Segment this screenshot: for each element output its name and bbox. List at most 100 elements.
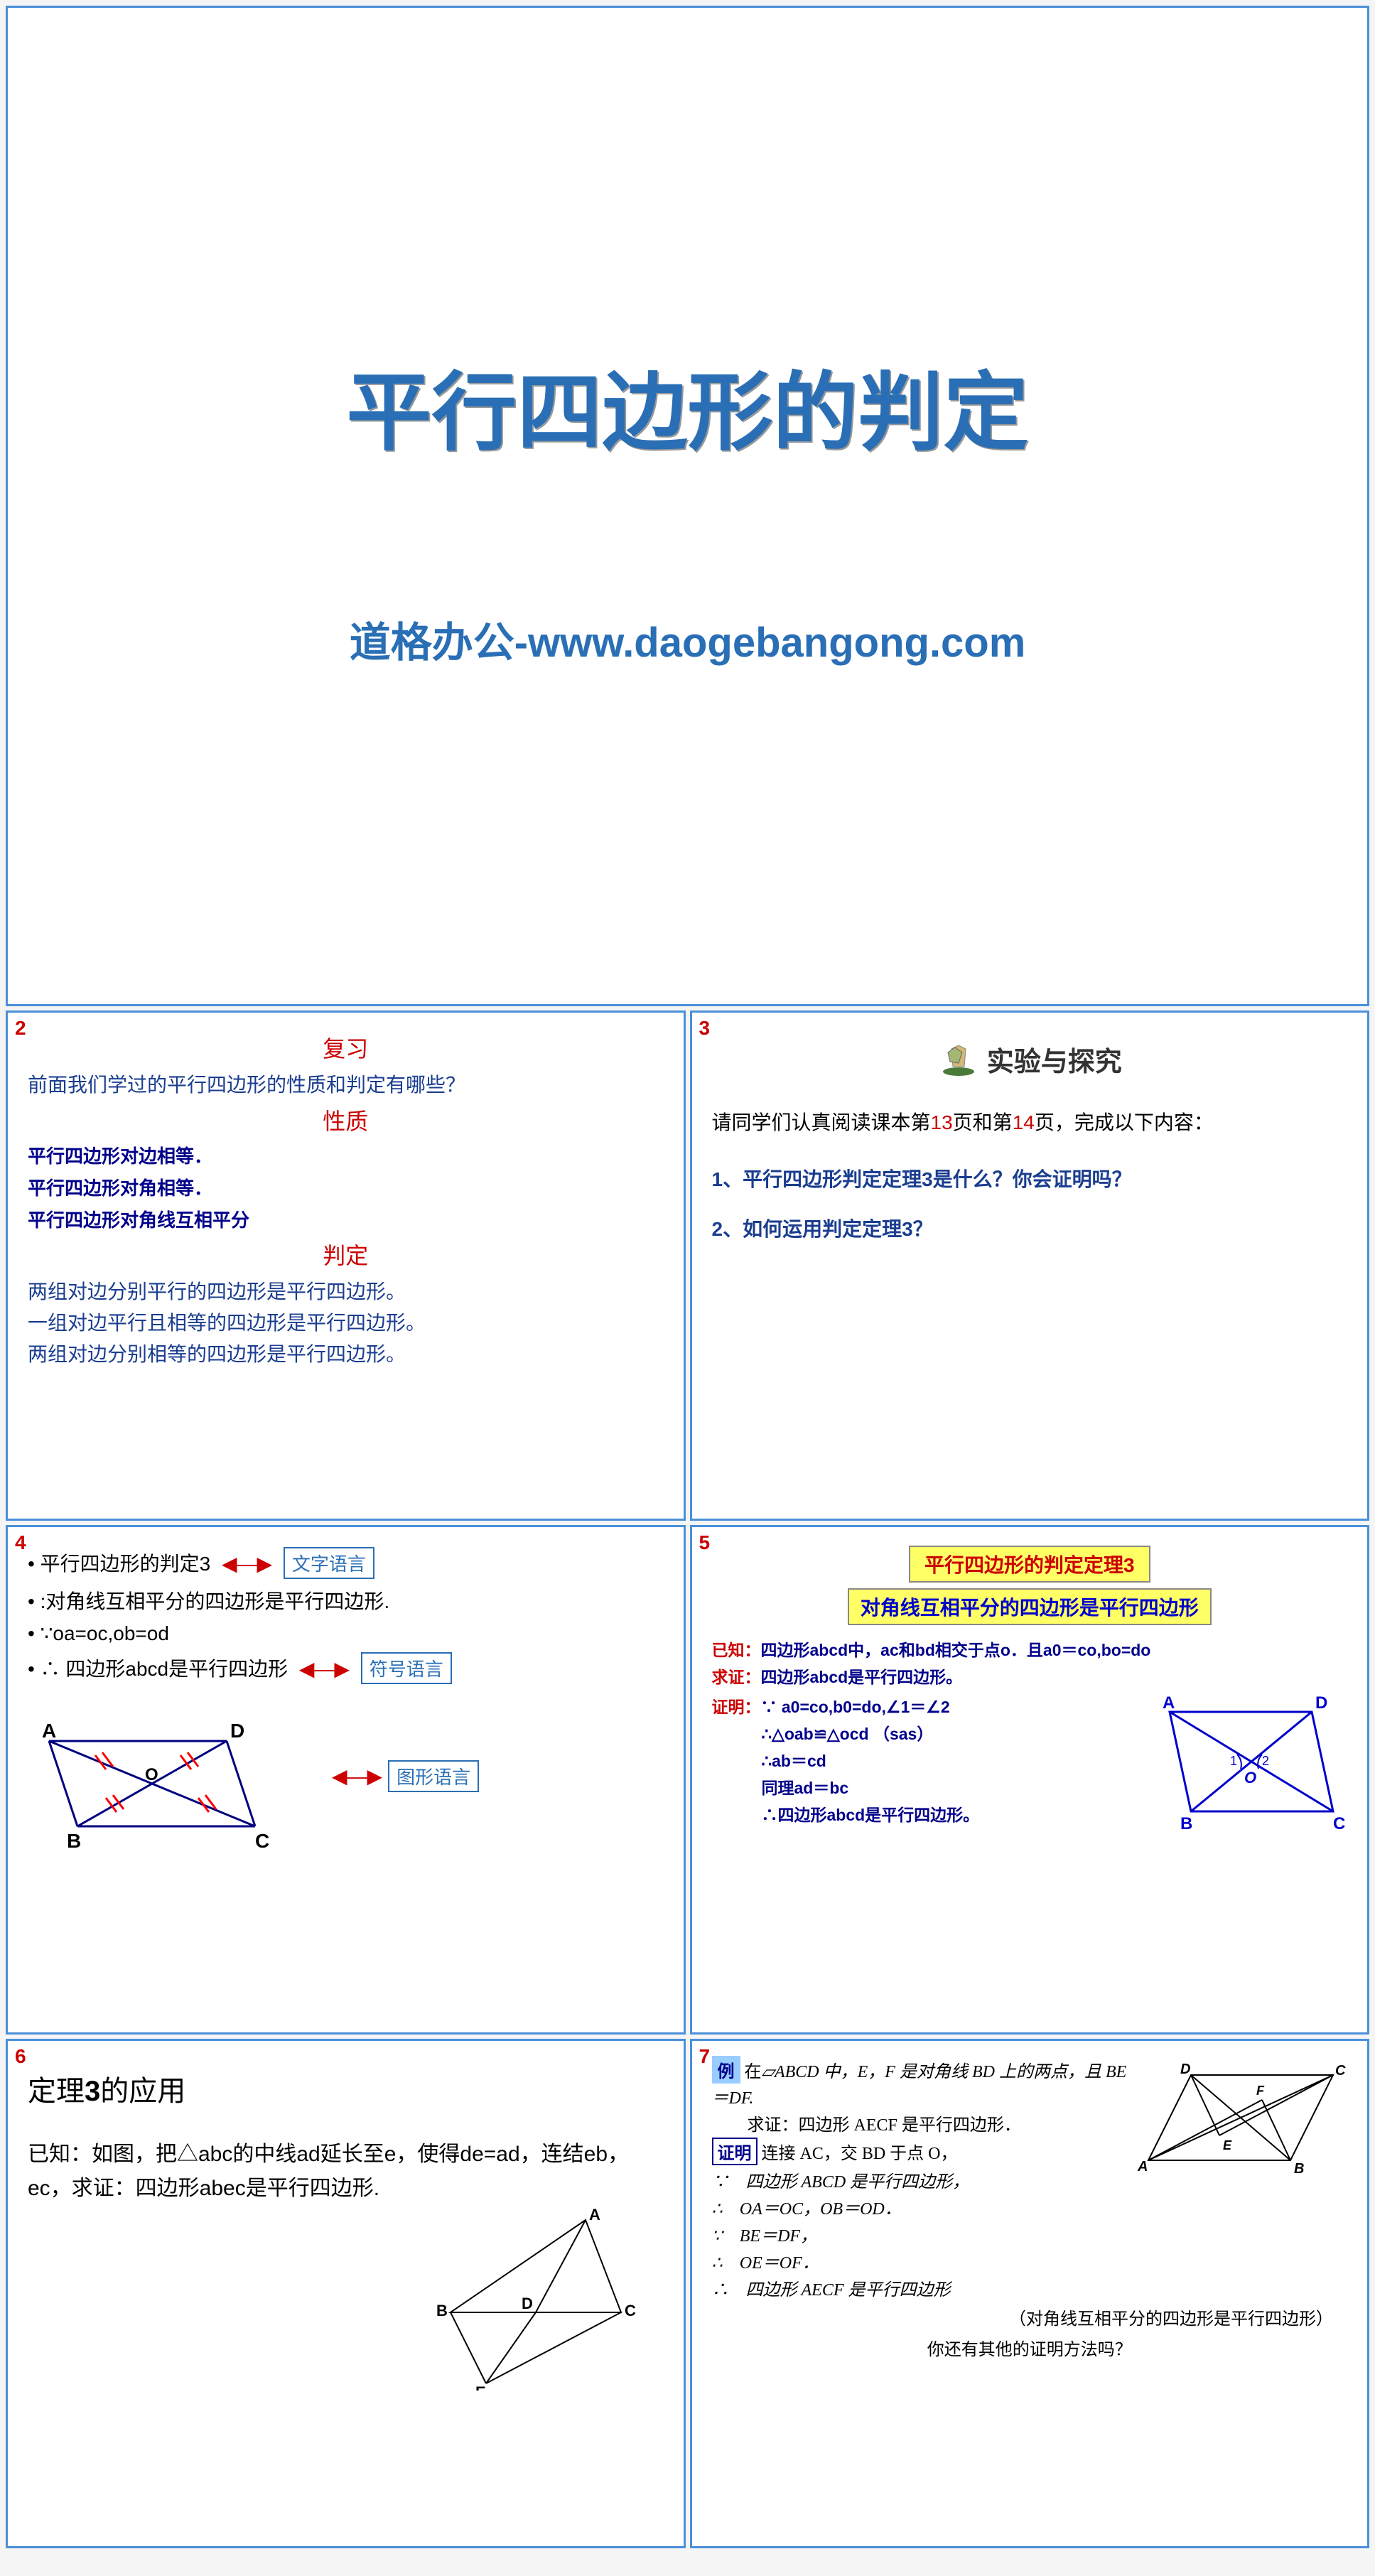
question-2: 2、如何运用判定定理3？	[712, 1214, 1348, 1242]
proof-step-6: （对角线互相平分的四边形是平行四边形）	[712, 2305, 1348, 2329]
determination-2: 一组对边平行且相等的四边形是平行四边形。	[28, 1308, 664, 1336]
line-4: • ∴ 四边形abcd是平行四边形 ◀—▶ 符号语言	[28, 1652, 664, 1684]
proof-badge: 证明	[712, 2138, 757, 2165]
prove-text: 四边形abcd是平行四边形。	[761, 1668, 963, 1686]
title-post: 的应用	[100, 2076, 185, 2107]
prove-line: 求证：四边形abcd是平行四边形。	[712, 1664, 1348, 1688]
intro-post: 页，完成以下内容：	[1035, 1111, 1214, 1133]
svg-text:F: F	[1256, 2084, 1265, 2098]
prove-label: 求证：	[712, 1668, 761, 1686]
ex-text: ABCD 中，E，F 是对角线 BD 上的两点，且 BE＝DF.	[712, 2063, 1127, 2108]
slide-3: 3 实验与探究 请同学们认真阅读课本第13页和第14页，完成以下内容： 1、平行…	[690, 1011, 1370, 1520]
arrow-icon: ◀—▶	[222, 1553, 272, 1575]
property-3: 平行四边形对角线互相平分	[28, 1206, 664, 1232]
slide-6: 6 定理3的应用 已知：如图，把△abc的中线ad延长至e，使得de=ad，连结…	[6, 2039, 686, 2548]
slide-7: 7 例 在▱ABCD 中，E，F 是对角线 BD 上的两点，且 BE＝DF. 求…	[690, 2039, 1370, 2548]
slide-5: 5 平行四边形的判定定理3 对角线互相平分的四边形是平行四边形 已知：四边形ab…	[690, 1525, 1370, 2035]
slide-number: 6	[15, 2045, 26, 2068]
proof-step-5: ∴ 四边形 AECF 是平行四边形	[712, 2275, 1135, 2300]
page-14: 14	[1013, 1111, 1035, 1133]
svg-text:D: D	[230, 1720, 244, 1742]
parallelogram-symbol: ▱	[762, 2063, 775, 2081]
text-lang-tag: 文字语言	[284, 1547, 374, 1579]
ex-pre: 在	[745, 2063, 762, 2081]
review-title: 复习	[28, 1031, 664, 1064]
slide-number: 2	[15, 1017, 26, 1040]
main-title: 平行四边形的判定	[347, 343, 1029, 467]
svg-text:D: D	[1315, 1693, 1327, 1713]
arrow-icon: ◀—▶	[299, 1658, 350, 1680]
example-line-1: 例 在▱ABCD 中，E，F 是对角线 BD 上的两点，且 BE＝DF.	[712, 2056, 1135, 2108]
proof-label: 证明：	[712, 1698, 761, 1716]
slide-grid: 2 复习 前面我们学过的平行四边形的性质和判定有哪些？ 性质 平行四边形对边相等…	[6, 1011, 1369, 2548]
parallelogram-aecf-diagram: A B C D E F	[1134, 2061, 1347, 2189]
slide-number: 7	[699, 2045, 711, 2068]
proof-step-2: ∴△oab≌△ocd （sas）	[712, 1720, 1149, 1745]
determination-3: 两组对边分别相等的四边形是平行四边形。	[28, 1339, 664, 1367]
property-1: 平行四边形对边相等．	[28, 1142, 664, 1168]
page-13: 13	[931, 1111, 953, 1133]
known-label: 已知：	[712, 1641, 761, 1659]
question-1: 1、平行四边形判定定理3是什么？你会证明吗？	[712, 1164, 1348, 1192]
svg-text:A: A	[1163, 1693, 1175, 1713]
slide-number: 3	[699, 1017, 711, 1040]
experiment-icon	[937, 1042, 980, 1077]
svg-text:O: O	[1244, 1769, 1256, 1787]
svg-text:E: E	[475, 2383, 486, 2391]
main-slide: 平行四边形的判定 道格办公-www.daogebangong.com	[6, 6, 1369, 1006]
example-badge: 例	[712, 2056, 740, 2084]
known-line: 已知：四边形abcd中，ac和bd相交于点o．且a0＝co,bo=do	[712, 1637, 1348, 1661]
svg-text:C: C	[1335, 2063, 1346, 2079]
theorem-name: 平行四边形的判定3	[41, 1553, 211, 1575]
application-title: 定理3的应用	[28, 2068, 664, 2109]
theorem-text: :对角线互相平分的四边形是平行四边形.	[41, 1590, 390, 1612]
proof-step-4: 同理ad＝bc	[712, 1774, 1149, 1799]
graphic-lang-tag: 图形语言	[388, 1760, 479, 1792]
svg-text:E: E	[1223, 2138, 1232, 2152]
svg-text:B: B	[1180, 1814, 1192, 1833]
proof-step-2: ∴ OA＝OC，OB＝OD．	[712, 2194, 1135, 2219]
det-title: 判定	[28, 1238, 664, 1271]
proof-line: 证明：∵ a0=co,b0=do,∠1＝∠2	[712, 1693, 1149, 1718]
svg-text:1: 1	[1230, 1754, 1237, 1768]
parallelogram-diagram: A D B C O ◀—▶ 图形语言	[28, 1698, 664, 1855]
theorem-content-box: 对角线互相平分的四边形是平行四边形	[848, 1588, 1212, 1625]
svg-text:A: A	[1137, 2159, 1148, 2174]
review-question: 前面我们学过的平行四边形的性质和判定有哪些？	[28, 1069, 664, 1098]
proof-step-1: ∵ 四边形 ABCD 是平行四边形，	[712, 2167, 1135, 2192]
svg-text:C: C	[1333, 1814, 1345, 1833]
known-text: 四边形abcd中，ac和bd相交于点o．且a0＝co,bo=do	[761, 1641, 1151, 1659]
arrow-icon: ◀—▶	[332, 1764, 382, 1788]
proof-step-0: 连接 AC，交 BD 于点 O，	[762, 2145, 958, 2163]
svg-text:B: B	[436, 2302, 448, 2319]
subtitle: 道格办公-www.daogebangong.com	[350, 609, 1026, 669]
svg-text:2: 2	[1262, 1754, 1269, 1768]
props-title: 性质	[28, 1104, 664, 1136]
experiment-header: 实验与探究	[712, 1040, 1348, 1079]
proof-step-4: ∴ OE＝OF．	[712, 2248, 1135, 2273]
line-3: • ∵oa=oc,ob=od	[28, 1622, 664, 1645]
proof-step-3: ∴ab＝cd	[712, 1747, 1149, 1772]
proof-header: 证明 连接 AC，交 BD 于点 O，	[712, 2138, 1135, 2165]
symbol-1: ∵oa=oc,ob=od	[41, 1622, 169, 1644]
proof-step-1: ∵ a0=co,b0=do,∠1＝∠2	[761, 1698, 950, 1716]
slide-2: 2 复习 前面我们学过的平行四边形的性质和判定有哪些？ 性质 平行四边形对边相等…	[6, 1011, 686, 1520]
property-2: 平行四边形对角相等．	[28, 1174, 664, 1200]
svg-text:A: A	[589, 2206, 600, 2224]
svg-text:A: A	[42, 1720, 56, 1742]
proof-step-3: ∵ BE＝DF，	[712, 2221, 1135, 2246]
example-line-2: 求证：四边形 AECF 是平行四边形．	[712, 2111, 1135, 2135]
slide-number: 5	[699, 1531, 711, 1554]
svg-text:C: C	[255, 1830, 269, 1852]
triangle-diagram: A B C D E	[408, 2206, 664, 2391]
title-num: 3	[85, 2076, 100, 2107]
svg-text:C: C	[625, 2302, 636, 2319]
svg-text:B: B	[1294, 2161, 1304, 2177]
slide-4: 4 • 平行四边形的判定3 ◀—▶ 文字语言 • :对角线互相平分的四边形是平行…	[6, 1525, 686, 2035]
intro-mid: 页和第	[953, 1111, 1013, 1133]
final-question: 你还有其他的证明方法吗？	[712, 2335, 1348, 2360]
parallelogram-diagram: A D B C O 1 2	[1148, 1691, 1347, 1833]
line-2: • :对角线互相平分的四边形是平行四边形.	[28, 1586, 664, 1615]
svg-text:O: O	[145, 1765, 158, 1784]
experiment-title: 实验与探究	[987, 1040, 1122, 1079]
